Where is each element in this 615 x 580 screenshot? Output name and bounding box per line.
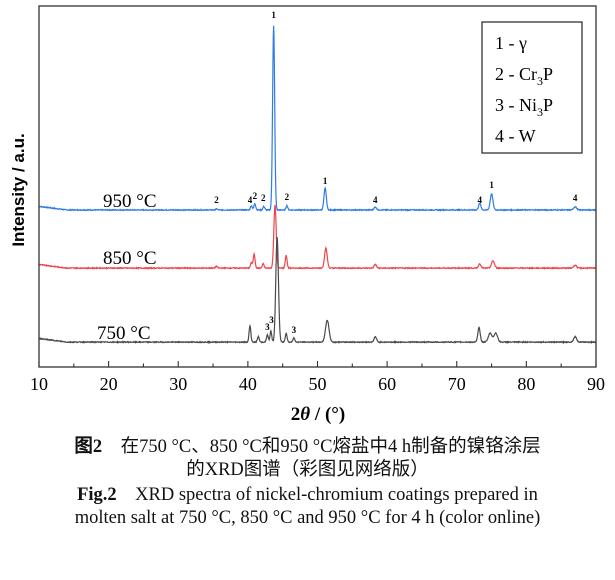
y-axis-label: Intensity / a.u. [9, 133, 28, 246]
peak-annotation: 3 [292, 325, 297, 335]
legend-main: Cr [519, 64, 537, 84]
peak-annotation: 4 [373, 195, 378, 205]
series-layer [38, 25, 597, 345]
peak-annotation: 3 [269, 315, 274, 325]
legend-main: γ [518, 33, 527, 53]
x-axis-label: 2θ / (°) [291, 404, 345, 425]
legend-prefix: 2 - [495, 64, 519, 84]
series-line-2 [38, 236, 597, 345]
legend-entry: 2 - Cr3P [495, 64, 553, 88]
legend-box [481, 21, 583, 154]
legend-prefix: 3 - [495, 95, 519, 115]
x-tick-label: 80 [517, 374, 535, 394]
x-tick-label: 30 [169, 374, 187, 394]
series-label: 750 °C [97, 323, 151, 344]
legend-entry: 4 - W [495, 126, 536, 146]
x-tick-label: 40 [239, 374, 257, 394]
caption-en-line2: molten salt at 750 °C, 850 °C and 950 °C… [74, 508, 541, 528]
legend-main: W [519, 126, 536, 146]
caption-english: Fig.2 XRD spectra of nickel-chromium coa… [0, 484, 615, 530]
peak-annotation: 2 [261, 193, 266, 203]
legend-sub: 3 [537, 105, 543, 119]
legend-main: Ni [519, 95, 537, 115]
peak-annotation: 4 [477, 195, 482, 205]
x-axis-ticks: 10 20 30 40 50 60 70 80 90 [30, 361, 605, 394]
x-tick-label: 50 [309, 374, 327, 394]
peak-annotation: 2 [253, 191, 258, 201]
peak-annotation: 2 [285, 192, 290, 202]
x-tick-label: 20 [100, 374, 118, 394]
x-tick-label: 10 [30, 374, 48, 394]
legend-tail: P [543, 64, 553, 84]
series-label: 950 °C [103, 191, 157, 212]
x-tick-label: 70 [448, 374, 466, 394]
caption-en-line1: XRD spectra of nickel-chromium coatings … [135, 485, 538, 505]
caption-cn-line2: 的XRD图谱（彩图见网络版） [186, 460, 429, 480]
series-line-1 [38, 204, 597, 271]
legend-entry: 1 - γ [495, 33, 527, 53]
legend-tail: P [543, 95, 553, 115]
legend-sub: 3 [537, 74, 543, 88]
x-tick-label: 90 [587, 374, 605, 394]
legend-prefix: 4 - [495, 126, 519, 146]
peak-annotation: 1 [323, 176, 328, 186]
peak-annotation: 1 [489, 180, 494, 190]
peak-annotation: 4 [248, 195, 253, 205]
series-label: 850 °C [103, 248, 157, 269]
caption-cn-line1: 在750 °C、850 °C和950 °C熔盐中4 h制备的镍铬涂层 [120, 437, 541, 457]
peak-annotation: 1 [271, 10, 276, 20]
legend-entry: 3 - Ni3P [495, 95, 553, 119]
peak-annotation: 4 [573, 193, 578, 203]
peak-annotation: 3 [265, 322, 270, 332]
caption-cn-label: 图2 [74, 437, 103, 457]
caption-chinese: 图2 在750 °C、850 °C和950 °C熔盐中4 h制备的镍铬涂层 的X… [0, 436, 615, 482]
caption-en-label: Fig.2 [77, 485, 117, 505]
series-labels: 950 °C 850 °C 750 °C [97, 191, 157, 344]
series-line-0 [38, 25, 597, 212]
x-tick-label: 60 [378, 374, 396, 394]
peak-annotation: 2 [214, 195, 219, 205]
legend-prefix: 1 - [495, 33, 519, 53]
